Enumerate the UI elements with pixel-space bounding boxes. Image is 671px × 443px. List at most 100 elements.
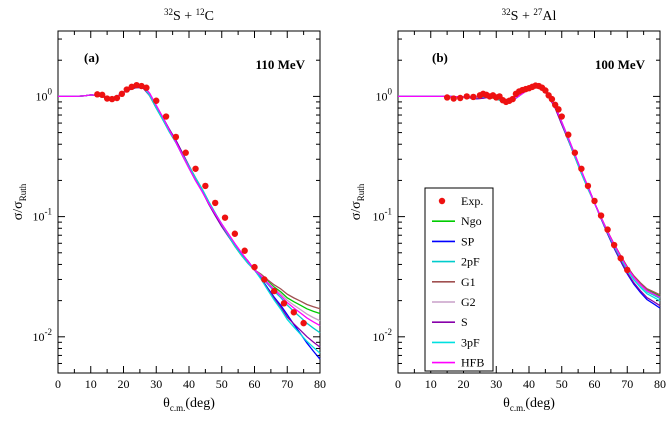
legend-label-g2: G2 bbox=[461, 295, 476, 309]
panel-a-curve-ngo bbox=[58, 84, 321, 315]
panel-a-exp-point bbox=[212, 199, 219, 207]
panel-b-ticks bbox=[397, 31, 661, 374]
panel-a-exp-point bbox=[231, 230, 239, 237]
panel-b-xtick-label: 50 bbox=[556, 377, 568, 391]
panel-a-xtick-label: 20 bbox=[118, 377, 130, 391]
panel-a-exp-point bbox=[300, 319, 307, 327]
panel-a-energy: 110 MeV bbox=[256, 57, 306, 72]
panel-a-exp-point bbox=[103, 95, 111, 102]
panel-a-ytick-labels: 10-2 10-1 100 bbox=[33, 86, 53, 343]
legend-frame bbox=[424, 187, 494, 372]
legend: Exp. Ngo SP 2pF G1 G2 S 3pF HFB bbox=[424, 187, 494, 372]
legend-label-g1: G1 bbox=[461, 275, 476, 289]
panel-b-xtick-label: 20 bbox=[458, 377, 470, 391]
panel-a-exp-point bbox=[108, 95, 116, 103]
panel-b-title: 32S + 27Al bbox=[502, 7, 557, 24]
panel-a-xtick-label: 40 bbox=[183, 377, 195, 391]
panel-b-exp-point bbox=[463, 93, 470, 100]
panel-b-exp-point bbox=[555, 106, 562, 113]
panel-b-exp-point bbox=[558, 113, 565, 120]
panel-b-exp-point bbox=[610, 241, 618, 249]
panel-b-ylabel: σ/σRuth bbox=[349, 183, 366, 220]
panel-a-exp-point bbox=[280, 300, 288, 307]
panel-b-points bbox=[443, 82, 631, 274]
panel-b-xtick-labels: 0 10 20 30 40 50 60 70 80 bbox=[395, 377, 666, 391]
panel-b-exp-point bbox=[584, 182, 592, 190]
panel-a-xtick-label: 80 bbox=[314, 377, 326, 391]
panel-a-curves bbox=[58, 84, 321, 360]
panel-a-ytick-label: 100 bbox=[36, 86, 53, 103]
legend-label-3pf: 3pF bbox=[461, 335, 480, 349]
legend-marker-exp bbox=[438, 197, 446, 205]
panel-b: 0 10 20 30 40 50 60 70 80 10-2 10-1 100 32S + 27Al… bbox=[349, 7, 666, 413]
panel-a-points bbox=[94, 81, 307, 327]
panel-a-curve-3pf bbox=[58, 84, 321, 354]
panel-b-exp-point bbox=[443, 94, 451, 101]
panel-a-curve-g2 bbox=[58, 84, 321, 322]
panel-b-exp-point bbox=[548, 95, 556, 103]
panel-a-ylabel: σ/σRuth bbox=[11, 183, 28, 220]
legend-label-s: S bbox=[461, 315, 468, 329]
panel-a-xtick-label: 50 bbox=[216, 377, 228, 391]
panel-b-exp-point bbox=[450, 95, 457, 102]
panel-a-exp-point bbox=[118, 90, 126, 98]
panel-a-curve-g1 bbox=[58, 84, 321, 310]
panel-a-exp-point bbox=[162, 113, 170, 120]
panel-a-exp-point bbox=[270, 287, 278, 295]
panel-b-ytick-label: 10-1 bbox=[373, 207, 393, 224]
panel-b-exp-point bbox=[457, 94, 464, 102]
panel-a-exp-point bbox=[128, 83, 135, 91]
panel-a-xtick-label: 30 bbox=[150, 377, 162, 391]
panel-b-exp-point bbox=[571, 149, 579, 156]
panel-b-label: (b) bbox=[432, 50, 448, 65]
panel-b-xtick-label: 60 bbox=[589, 377, 601, 391]
panel-b-exp-point bbox=[617, 255, 624, 262]
panel-a-xtick-label: 60 bbox=[249, 377, 261, 391]
legend-items: Exp. Ngo SP 2pF G1 G2 S 3pF HFB bbox=[432, 194, 484, 370]
legend-label-2pf: 2pF bbox=[461, 255, 480, 269]
panel-a-exp-point bbox=[138, 82, 145, 90]
panel-a-ytick-label: 10-1 bbox=[33, 207, 53, 224]
panel-b-ytick-labels: 10-2 10-1 100 bbox=[373, 86, 393, 343]
panel-a-exp-point bbox=[99, 91, 106, 99]
panel-a-curve-sp bbox=[58, 84, 321, 360]
panel-a-label: (a) bbox=[84, 50, 99, 65]
legend-label-exp: Exp. bbox=[461, 194, 483, 208]
panel-b-xtick-label: 40 bbox=[523, 377, 535, 391]
panel-a-title: 32S + 12C bbox=[164, 7, 214, 24]
panel-b-exp-point bbox=[552, 101, 559, 109]
panel-a-exp-point bbox=[221, 214, 229, 221]
panel-b-exp-point bbox=[542, 87, 549, 94]
panel-a-exp-point bbox=[123, 86, 130, 93]
panel-a-xtick-label: 0 bbox=[55, 377, 61, 391]
panel-a-exp-point bbox=[113, 94, 121, 102]
panel-b-ytick-label: 10-2 bbox=[373, 327, 393, 344]
panel-b-exp-point bbox=[509, 95, 516, 103]
panel-a-exp-point bbox=[182, 149, 189, 156]
panel-a-exp-point bbox=[251, 263, 258, 271]
panel-b-ytick-label: 100 bbox=[376, 86, 393, 103]
panel-a-xlabel: θc.m.(deg) bbox=[163, 396, 215, 413]
legend-label-ngo: Ngo bbox=[461, 214, 482, 228]
panel-a-xtick-labels: 0 10 20 30 40 50 60 70 80 bbox=[55, 377, 326, 391]
panel-b-xtick-label: 30 bbox=[490, 377, 502, 391]
panel-b-exp-point bbox=[578, 165, 585, 172]
panel-a-exp-point bbox=[153, 97, 160, 104]
panel-a-xtick-label: 10 bbox=[85, 377, 97, 391]
panel-b-xtick-label: 80 bbox=[654, 377, 666, 391]
panel-a-exp-point bbox=[172, 133, 180, 141]
panel-b-exp-point bbox=[604, 226, 611, 233]
panel-b-exp-point bbox=[624, 266, 631, 274]
panel-a-exp-point bbox=[202, 182, 209, 190]
panel-a-exp-point bbox=[241, 247, 248, 254]
panel-b-xtick-label: 70 bbox=[621, 377, 633, 391]
panel-a-exp-point bbox=[261, 276, 268, 283]
panel-b-exp-point bbox=[591, 197, 598, 205]
panel-b-energy: 100 MeV bbox=[595, 57, 646, 72]
panel-b-xtick-label: 10 bbox=[425, 377, 437, 391]
legend-label-sp: SP bbox=[461, 234, 475, 248]
panel-b-xtick-label: 0 bbox=[395, 377, 401, 391]
panel-b-exp-point bbox=[597, 212, 605, 219]
